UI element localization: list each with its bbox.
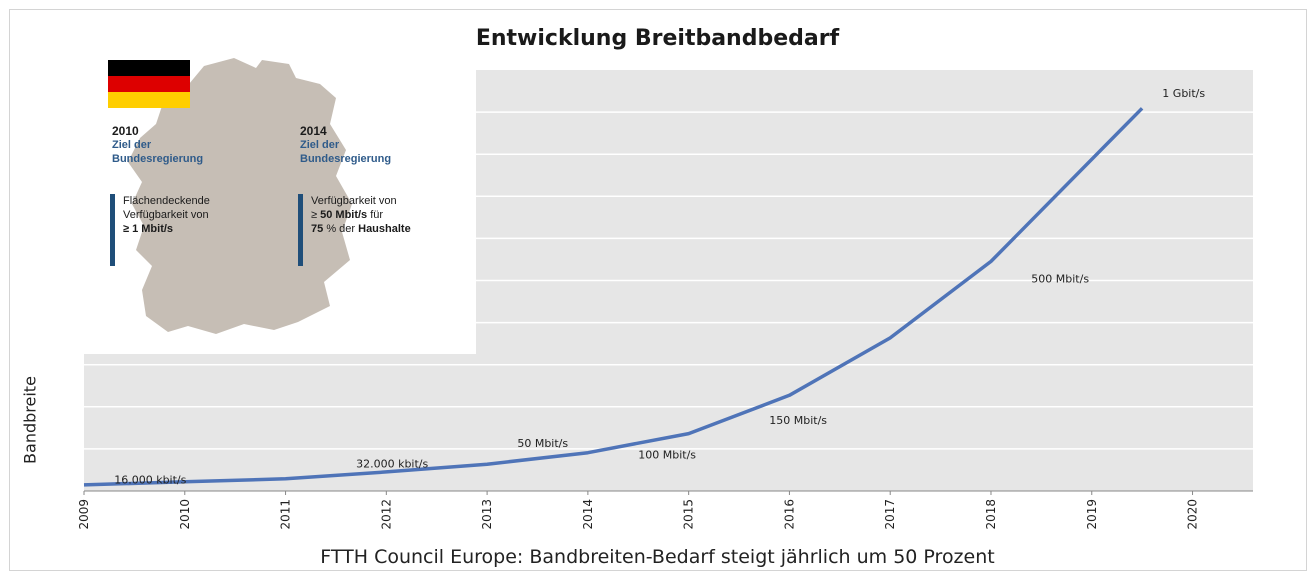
goal-2014-text2-bold: 50 Mbit/s [320, 209, 368, 221]
goal-2014-text3-bold2: Haushalte [358, 223, 411, 235]
goal-2010-box: Flächendeckende Verfügbarkeit von ≥ 1 Mb… [110, 194, 210, 266]
goal-2014-text3-mid: % der [326, 223, 356, 235]
chart-title: Entwicklung Breitbandbedarf [475, 26, 840, 51]
germany-inset: 2010 Ziel der Bundesregierung Flächendec… [84, 54, 476, 354]
goal-2010-text3: ≥ 1 Mbit/s [123, 223, 174, 235]
data-labels: 16.000 kbit/s 32.000 kbit/s 50 Mbit/s 100 M… [114, 87, 1205, 487]
goal-2014-text2: ≥ 50 Mbit/s für [311, 208, 411, 222]
x-tick-label: 2014 [581, 499, 595, 530]
data-label: 50 Mbit/s [517, 437, 568, 450]
goal-2014-line2: Bundesregierung [300, 153, 392, 165]
goal-2014-text1: Verfügbarkeit von [311, 195, 397, 207]
x-tick-labels: 2009 2010 2011 2012 2013 2014 2015 2016 2017 2018… [77, 491, 1200, 530]
x-tick-label: 2009 [77, 499, 91, 530]
goal-2010-line1: Ziel der [112, 139, 152, 151]
goal-2014-text3-bold1: 75 [311, 223, 324, 235]
x-tick-label: 2012 [379, 499, 393, 530]
data-label: 100 Mbit/s [638, 448, 696, 461]
goal-2010-heading: 2010 Ziel der Bundesregierung [112, 124, 203, 166]
y-axis-label: Bandbreite [20, 376, 40, 464]
flag-stripe-red [108, 76, 190, 92]
x-tick-label: 2018 [984, 499, 998, 530]
x-tick-label: 2013 [480, 499, 494, 530]
goal-2014-heading: 2014 Ziel der Bundesregierung [300, 124, 391, 166]
goal-2010-text2: Verfügbarkeit von [123, 209, 209, 221]
goal-2014-line1: Ziel der [300, 139, 340, 151]
goal-2014-text2-post: für [370, 209, 384, 221]
data-label: 500 Mbit/s [1031, 272, 1089, 285]
data-label: 32.000 kbit/s [356, 457, 428, 470]
goal-2010-text1: Flächendeckende [123, 195, 210, 207]
x-tick-label: 2015 [682, 499, 696, 530]
chart-footer: FTTH Council Europe: Bandbreiten-Bedarf … [320, 546, 995, 568]
goal-2014-text3: 75 % der Haushalte [311, 222, 411, 236]
x-tick-label: 2010 [178, 499, 192, 530]
data-label: 1 Gbit/s [1162, 87, 1205, 100]
germany-map-shape [128, 58, 352, 334]
data-label: 150 Mbit/s [769, 414, 827, 427]
goal-2014-text2-pre: ≥ [311, 209, 318, 221]
x-tick-label: 2020 [1186, 499, 1200, 530]
germany-map [128, 58, 352, 334]
x-tick-label: 2017 [883, 499, 897, 530]
german-flag [108, 60, 190, 108]
flag-stripe-black [108, 60, 190, 76]
data-label: 16.000 kbit/s [114, 473, 186, 486]
goal-2014-box: Verfügbarkeit von ≥ 50 Mbit/s für 75 % d… [298, 194, 411, 266]
x-tick-label: 2019 [1085, 499, 1099, 530]
goal-2014-year: 2014 [300, 124, 327, 138]
x-tick-label: 2011 [279, 499, 293, 530]
goal-2010-line2: Bundesregierung [112, 153, 204, 165]
goal-2010-year: 2010 [112, 124, 139, 138]
x-tick-label: 2016 [782, 499, 796, 530]
flag-stripe-gold [108, 92, 190, 108]
series-line [83, 107, 1144, 487]
